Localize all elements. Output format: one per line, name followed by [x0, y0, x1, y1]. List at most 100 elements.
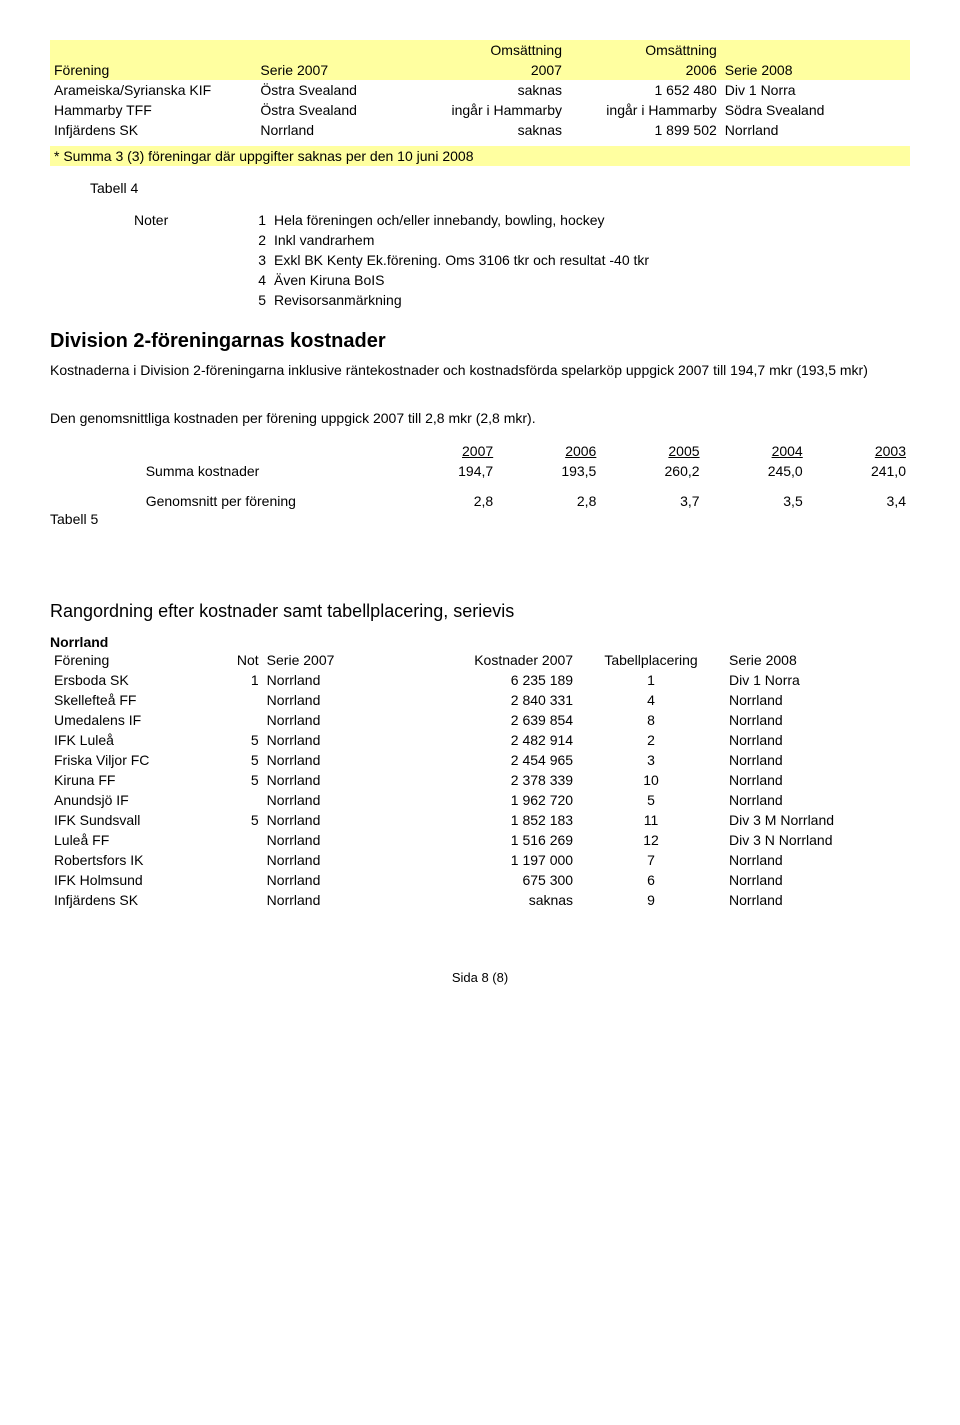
table-row: IFK HolmsundNorrland675 3006Norrland: [50, 870, 910, 890]
cell-kost2007: 6 235 189: [411, 670, 577, 690]
summa-v4: 241,0: [807, 461, 910, 481]
summa-note: * Summa 3 (3) föreningar där uppgifter s…: [50, 146, 910, 166]
noter-row: 4Även Kiruna BoIS: [50, 270, 910, 290]
cell-serie2008: Norrland: [721, 120, 910, 140]
cell-serie2007: Norrland: [256, 120, 411, 140]
cell-forening: Arameiska/Syrianska KIF: [50, 80, 256, 100]
para-genomsnitt: Den genomsnittliga kostnaden per förenin…: [50, 409, 910, 427]
summa-v1: 193,5: [497, 461, 600, 481]
cell-serie2008: Norrland: [725, 750, 910, 770]
summa-v0: 194,7: [394, 461, 497, 481]
cell-oms2006: 1 652 480: [566, 80, 721, 100]
table-row: Infjärdens SKNorrlandsaknas9Norrland: [50, 890, 910, 910]
gen-v4: 3,4: [807, 491, 910, 511]
cell-serie2008: Norrland: [725, 690, 910, 710]
top-table: Omsättning Omsättning Förening Serie 200…: [50, 40, 910, 140]
cell-serie2007: Norrland: [263, 690, 411, 710]
table-row: Skellefteå FFNorrland2 840 3314Norrland: [50, 690, 910, 710]
cell-serie2007: Norrland: [263, 730, 411, 750]
noter-text: Exkl BK Kenty Ek.förening. Oms 3106 tkr …: [270, 250, 910, 270]
cell-oms2007: saknas: [411, 80, 566, 100]
table-row: Hammarby TFFÖstra Svealandingår i Hammar…: [50, 100, 910, 120]
summa-label: Summa kostnader: [142, 461, 394, 481]
cell-serie2007: Östra Svealand: [256, 100, 411, 120]
noter-num: 1: [240, 210, 270, 230]
noter-row: 5Revisorsanmärkning: [50, 290, 910, 310]
cell-kost2007: saknas: [411, 890, 577, 910]
cell-serie2008: Norrland: [725, 710, 910, 730]
gen-v0: 2,8: [394, 491, 497, 511]
year-4: 2003: [807, 441, 910, 461]
cell-forening: IFK Sundsvall: [50, 810, 216, 830]
cell-serie2007: Norrland: [263, 770, 411, 790]
noter-text: Även Kiruna BoIS: [270, 270, 910, 290]
genomsnitt-label: Genomsnitt per förening: [142, 491, 394, 511]
th-serie2007: Serie 2007: [256, 60, 411, 80]
year-1: 2006: [497, 441, 600, 461]
cell-serie2008: Norrland: [725, 850, 910, 870]
noter-num: 4: [240, 270, 270, 290]
table-row: Umedalens IFNorrland2 639 8548Norrland: [50, 710, 910, 730]
table-row: Ersboda SK1Norrland6 235 1891Div 1 Norra: [50, 670, 910, 690]
noter-row: 2Inkl vandrarhem: [50, 230, 910, 250]
cell-kost2007: 2 378 339: [411, 770, 577, 790]
table-row: Luleå FFNorrland1 516 26912Div 3 N Norrl…: [50, 830, 910, 850]
cell-serie2008: Div 3 N Norrland: [725, 830, 910, 850]
heading-division2: Division 2-föreningarnas kostnader: [50, 330, 910, 353]
cell-not: [216, 890, 262, 910]
cell-oms2006: 1 899 502: [566, 120, 721, 140]
cell-not: 5: [216, 810, 262, 830]
cell-tabell: 9: [577, 890, 725, 910]
cell-not: [216, 710, 262, 730]
kh-tabell: Tabellplacering: [577, 650, 725, 670]
table-row: Infjärdens SKNorrlandsaknas1 899 502Norr…: [50, 120, 910, 140]
cell-kost2007: 2 482 914: [411, 730, 577, 750]
cell-not: [216, 690, 262, 710]
cell-forening: Robertsfors IK: [50, 850, 216, 870]
summa-v2: 260,2: [600, 461, 703, 481]
cell-forening: Ersboda SK: [50, 670, 216, 690]
cell-kost2007: 1 852 183: [411, 810, 577, 830]
cell-serie2008: Norrland: [725, 890, 910, 910]
noter-label: Noter: [130, 210, 240, 230]
cell-tabell: 10: [577, 770, 725, 790]
cell-tabell: 1: [577, 670, 725, 690]
gen-v1: 2,8: [497, 491, 600, 511]
cell-serie2008: Norrland: [725, 730, 910, 750]
cell-serie2008: Norrland: [725, 770, 910, 790]
cell-serie2007: Norrland: [263, 810, 411, 830]
year-0: 2007: [394, 441, 497, 461]
cell-oms2007: saknas: [411, 120, 566, 140]
summary-table: 2007 2006 2005 2004 2003 Summa kostnader…: [50, 441, 910, 511]
kh-serie2007: Serie 2007: [263, 650, 411, 670]
kh-serie2008: Serie 2008: [725, 650, 910, 670]
table-row: Kiruna FF5Norrland2 378 33910Norrland: [50, 770, 910, 790]
noter-num: 2: [240, 230, 270, 250]
noter-table: Noter1Hela föreningen och/eller inneband…: [50, 210, 910, 310]
tabell4-label: Tabell 4: [50, 180, 910, 196]
cell-oms2006: ingår i Hammarby: [566, 100, 721, 120]
cell-tabell: 12: [577, 830, 725, 850]
table-row: Anundsjö IFNorrland1 962 7205Norrland: [50, 790, 910, 810]
gen-v2: 3,7: [600, 491, 703, 511]
summa-note-table: * Summa 3 (3) föreningar där uppgifter s…: [50, 146, 910, 166]
noter-num: 3: [240, 250, 270, 270]
summary-row-summa: Summa kostnader 194,7 193,5 260,2 245,0 …: [50, 461, 910, 481]
cell-not: [216, 790, 262, 810]
noter-row: 3Exkl BK Kenty Ek.förening. Oms 3106 tkr…: [50, 250, 910, 270]
summa-v3: 245,0: [704, 461, 807, 481]
cell-tabell: 2: [577, 730, 725, 750]
year-2: 2005: [600, 441, 703, 461]
cell-tabell: 7: [577, 850, 725, 870]
cell-kost2007: 2 840 331: [411, 690, 577, 710]
noter-label: [130, 230, 240, 250]
cell-forening: Luleå FF: [50, 830, 216, 850]
top-table-header-row2: Förening Serie 2007 2007 2006 Serie 2008: [50, 60, 910, 80]
cell-serie2007: Norrland: [263, 710, 411, 730]
gen-v3: 3,5: [704, 491, 807, 511]
cell-tabell: 3: [577, 750, 725, 770]
cell-tabell: 5: [577, 790, 725, 810]
cell-forening: Infjärdens SK: [50, 120, 256, 140]
page: Omsättning Omsättning Förening Serie 200…: [0, 0, 960, 1025]
cell-not: 5: [216, 730, 262, 750]
